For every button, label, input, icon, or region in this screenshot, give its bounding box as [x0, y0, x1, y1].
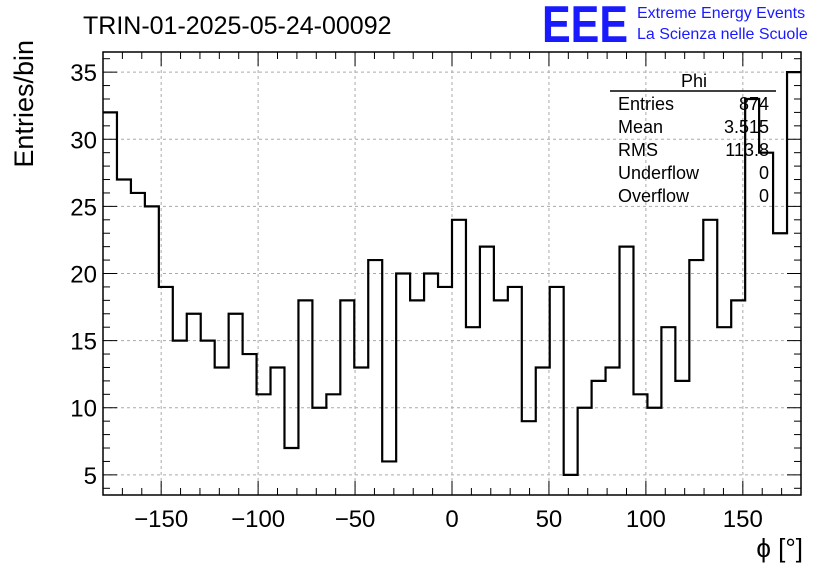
branding-line-2: La Scienza nelle Scuole [637, 26, 808, 43]
histogram-bin [703, 220, 717, 495]
x-tick-label: 0 [445, 506, 458, 533]
histogram-bin [424, 274, 438, 496]
stats-value: 874 [739, 94, 769, 114]
histogram-bin [410, 300, 424, 495]
eee-logo: EEE [542, 0, 628, 54]
histogram-bin [396, 274, 410, 496]
histogram-bin [773, 233, 787, 495]
histogram-bin [284, 448, 298, 495]
histogram-bars [103, 71, 801, 496]
histogram-bin [271, 367, 285, 495]
x-tick-label: 100 [626, 506, 666, 533]
y-tick-label: 35 [70, 60, 97, 87]
histogram-outline [103, 71, 801, 476]
x-tick-label: 150 [723, 506, 763, 533]
histogram-bin [466, 327, 480, 495]
y-tick-label: 25 [70, 194, 97, 221]
grid-lines [103, 52, 801, 495]
stats-label: Mean [618, 117, 663, 137]
y-tick-label: 30 [70, 127, 97, 154]
histogram-bin [536, 367, 550, 495]
x-tick-label: 50 [536, 506, 563, 533]
histogram-bin [606, 367, 620, 495]
histogram-bin [620, 247, 634, 495]
stats-box-title: Phi [681, 71, 707, 91]
histogram-bin [689, 260, 703, 495]
branding-line-1: Extreme Energy Events [637, 5, 805, 22]
y-tick-label: 20 [70, 262, 97, 289]
histogram-bin [312, 408, 326, 495]
histogram-bin [564, 475, 578, 495]
histogram-bin [661, 327, 675, 495]
axis-ticks [103, 52, 801, 495]
y-tick-label: 10 [70, 396, 97, 423]
histogram-bin [340, 300, 354, 495]
histogram-bin [326, 394, 340, 495]
histogram-bin [508, 287, 522, 495]
histogram-bin [480, 247, 494, 495]
histogram-bin [494, 300, 508, 495]
histogram-bin [103, 112, 117, 495]
histogram-bin [117, 180, 131, 495]
stats-value: 3.515 [724, 117, 769, 137]
x-axis-label: ϕ [°] [756, 533, 803, 563]
histogram-bin [438, 287, 452, 495]
histogram-bin [578, 408, 592, 495]
y-axis-label: Entries/bin [9, 40, 39, 168]
stats-label: Overflow [618, 186, 690, 206]
stats-box: Phi Entries 874 Mean 3.515 RMS 113.8 Underflow… [610, 71, 776, 206]
chart-title: TRIN-01-2025-05-24-00092 [83, 12, 392, 40]
histogram-bin [368, 260, 382, 495]
x-tick-label: −150 [134, 506, 188, 533]
histogram-bin [522, 421, 536, 495]
y-tick-label: 15 [70, 329, 97, 356]
histogram-bin [354, 367, 368, 495]
histogram-bin [550, 287, 564, 495]
stats-label: Entries [618, 94, 674, 114]
stats-label: Underflow [618, 163, 700, 183]
x-tick-label: −50 [335, 506, 376, 533]
histogram-bin [675, 381, 689, 495]
stats-value: 113.8 [725, 140, 769, 160]
stats-label: RMS [618, 140, 658, 160]
histogram-bin [633, 394, 647, 495]
histogram-bin [717, 327, 731, 495]
histogram-bin [592, 381, 606, 495]
histogram-bin [298, 300, 312, 495]
x-tick-label: −100 [231, 506, 285, 533]
histogram-bin [145, 206, 159, 495]
histogram-bin [173, 341, 187, 495]
stats-box-rows: Entries 874 Mean 3.515 RMS 113.8 Underflow 0 Ove… [618, 94, 769, 206]
histogram-bin [215, 367, 229, 495]
stats-value: 0 [759, 163, 769, 183]
histogram-bin [257, 394, 271, 495]
histogram-bin [201, 341, 215, 495]
histogram-bin [131, 193, 145, 495]
y-tick-label: 5 [84, 463, 97, 490]
histogram-bin [787, 72, 801, 495]
histogram-bin [243, 354, 257, 495]
histogram-bin [452, 220, 466, 495]
axis-tick-labels: −150 −100 −50 0 50 100 150 5 10 15 20 25 30 35 [70, 60, 763, 533]
stats-value: 0 [759, 186, 769, 206]
histogram-bin [647, 408, 661, 495]
